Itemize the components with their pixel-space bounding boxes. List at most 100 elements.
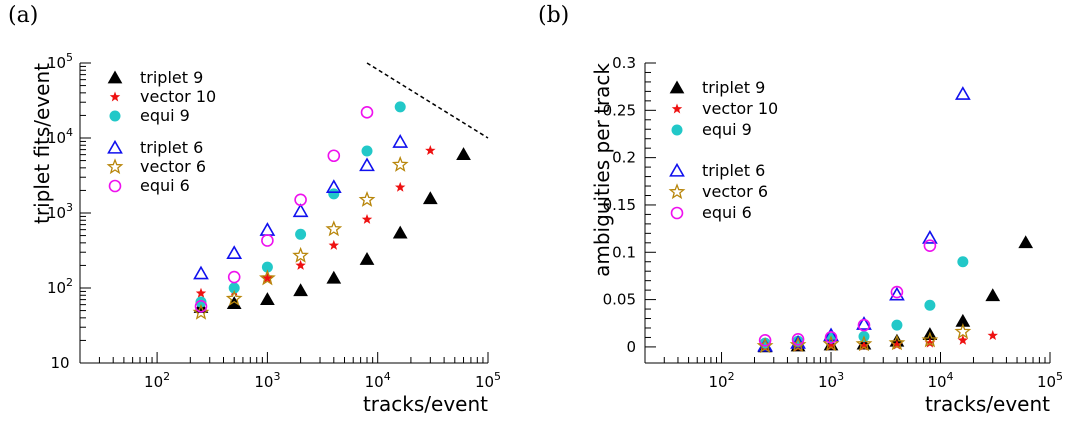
point-equi-9 <box>261 261 273 273</box>
legend-marker-equi-6 <box>108 179 122 193</box>
point-vector-10 <box>195 287 207 298</box>
point-triplet-9 <box>293 283 308 297</box>
legend-marker-equi-9 <box>671 124 683 136</box>
legend-label-vector-6: vector 6 <box>140 157 206 176</box>
point-triplet-9 <box>422 191 438 205</box>
legend-label-triplet-6: triplet 6 <box>140 138 203 157</box>
point-equi-6 <box>227 270 241 284</box>
y-tick-label: 0.05 <box>603 291 636 309</box>
y-tick-label: 102 <box>47 276 73 297</box>
point-vector-6 <box>391 155 409 172</box>
point-triplet-9 <box>359 251 375 265</box>
point-triplet-6 <box>325 179 342 193</box>
point-triplet-6 <box>922 229 938 244</box>
point-vector-6 <box>888 334 906 351</box>
point-equi-9 <box>195 296 207 308</box>
chart-panel-a: 102 103 104 10510102103104105tracks/eventtr… <box>30 51 501 416</box>
legend-label-vector-10: vector 10 <box>140 87 216 106</box>
y-tick-label: 10 <box>50 354 69 372</box>
point-equi-9 <box>891 319 903 331</box>
point-vector-6 <box>259 269 276 286</box>
point-triplet-9 <box>456 147 471 161</box>
reference-dashed-line <box>366 62 489 139</box>
legend-marker-equi-9 <box>109 110 121 122</box>
point-triplet-6 <box>259 222 276 236</box>
point-vector-10 <box>425 145 436 156</box>
x-axis-title: tracks/event <box>363 392 488 416</box>
point-vector-10 <box>891 339 903 350</box>
legend-marker-triplet-9 <box>107 70 123 84</box>
point-equi-9 <box>394 101 406 113</box>
point-triplet-9 <box>260 292 275 305</box>
point-equi-6 <box>857 318 871 332</box>
legend-marker-triplet-9 <box>669 80 685 94</box>
point-triplet-6 <box>292 203 309 218</box>
point-vector-6 <box>192 303 210 320</box>
point-triplet-6 <box>359 157 375 172</box>
y-tick-label: 103 <box>47 201 73 222</box>
legend-marker-vector-6 <box>668 183 686 200</box>
point-triplet-6 <box>954 86 971 100</box>
legend-label-equi-6: equi 6 <box>140 176 190 195</box>
x-tick-label: 102 <box>708 370 734 391</box>
x-axis-title: tracks/event <box>925 392 1050 416</box>
x-tick-label: 102 <box>144 370 170 391</box>
y-tick-label: 0.3 <box>612 54 636 72</box>
point-equi-6 <box>327 149 341 163</box>
legend-label-equi-6: equi 6 <box>702 203 752 222</box>
panel-label-a: (a) <box>8 3 38 28</box>
point-equi-9 <box>328 188 340 200</box>
point-vector-10 <box>262 272 273 283</box>
x-tick-label: 104 <box>927 370 953 391</box>
legend-label-triplet-9: triplet 9 <box>140 68 203 87</box>
point-equi-6 <box>890 285 904 299</box>
legend-label-equi-9: equi 9 <box>702 120 752 139</box>
point-vector-10 <box>394 181 406 192</box>
y-tick-label: 105 <box>47 51 73 72</box>
y-tick-label: 0.2 <box>612 149 636 167</box>
point-equi-6 <box>758 333 772 347</box>
point-triplet-6 <box>193 265 209 280</box>
point-triplet-9 <box>1018 235 1034 249</box>
point-equi-9 <box>361 145 373 157</box>
chart-panel-b: 102 103 104 105 0 0.05 0.1 0.15 0.2 0.25 0.3 tracks… <box>590 54 1063 416</box>
point-equi-6 <box>294 193 307 207</box>
point-triplet-6 <box>856 316 872 330</box>
point-vector-10 <box>858 340 870 351</box>
point-vector-6 <box>954 322 972 339</box>
y-axis-title: triplet fits/event <box>30 63 54 224</box>
point-equi-9 <box>228 282 240 294</box>
point-equi-6 <box>194 300 208 313</box>
y-tick-label: 0.15 <box>603 196 636 214</box>
legend-label-triplet-9: triplet 9 <box>702 78 765 97</box>
y-tick-label: 0.25 <box>603 101 636 119</box>
y-tick-label: 104 <box>47 126 73 147</box>
point-vector-10 <box>825 340 837 351</box>
legend-marker-triplet-6 <box>669 162 685 177</box>
x-tick-label: 105 <box>475 370 501 391</box>
point-vector-6 <box>325 220 343 237</box>
point-equi-6 <box>791 333 805 346</box>
point-triplet-6 <box>392 134 409 148</box>
legend-marker-equi-6 <box>670 206 684 220</box>
x-tick-label: 103 <box>818 370 844 391</box>
point-triplet-9 <box>985 288 1001 302</box>
x-tick-label: 105 <box>1037 370 1063 391</box>
point-equi-6 <box>261 234 274 247</box>
legend-label-vector-6: vector 6 <box>702 182 768 201</box>
legend-label-triplet-6: triplet 6 <box>702 161 765 180</box>
point-vector-6 <box>822 335 840 352</box>
point-equi-9 <box>295 228 307 240</box>
y-tick-label: 0.1 <box>612 243 636 261</box>
point-equi-9 <box>957 256 969 268</box>
point-triplet-6 <box>823 327 839 342</box>
point-vector-10 <box>987 330 998 340</box>
point-triplet-9 <box>326 270 342 284</box>
point-vector-6 <box>921 331 939 348</box>
x-tick-label: 103 <box>254 370 280 391</box>
legend-marker-vector-6 <box>106 158 124 175</box>
point-vector-10 <box>361 213 373 224</box>
point-equi-6 <box>923 239 937 252</box>
y-axis-title: ambiguities per track <box>590 63 614 277</box>
